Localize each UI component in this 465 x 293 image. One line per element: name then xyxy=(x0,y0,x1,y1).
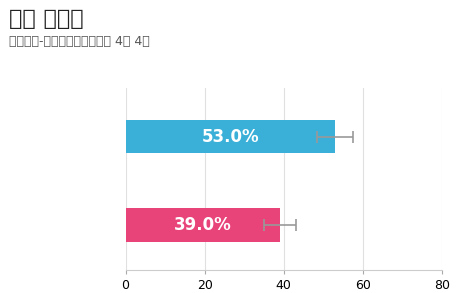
Text: 53.0%: 53.0% xyxy=(201,128,259,146)
Bar xyxy=(126,120,335,154)
Bar xyxy=(126,208,280,242)
Text: 중앙일보-한국걪럽조사연구소 4월 4일: 중앙일보-한국걪럽조사연구소 4월 4일 xyxy=(9,35,150,48)
Text: 39.0%: 39.0% xyxy=(174,216,232,234)
Text: 부산 북구갑: 부산 북구갑 xyxy=(9,9,84,29)
